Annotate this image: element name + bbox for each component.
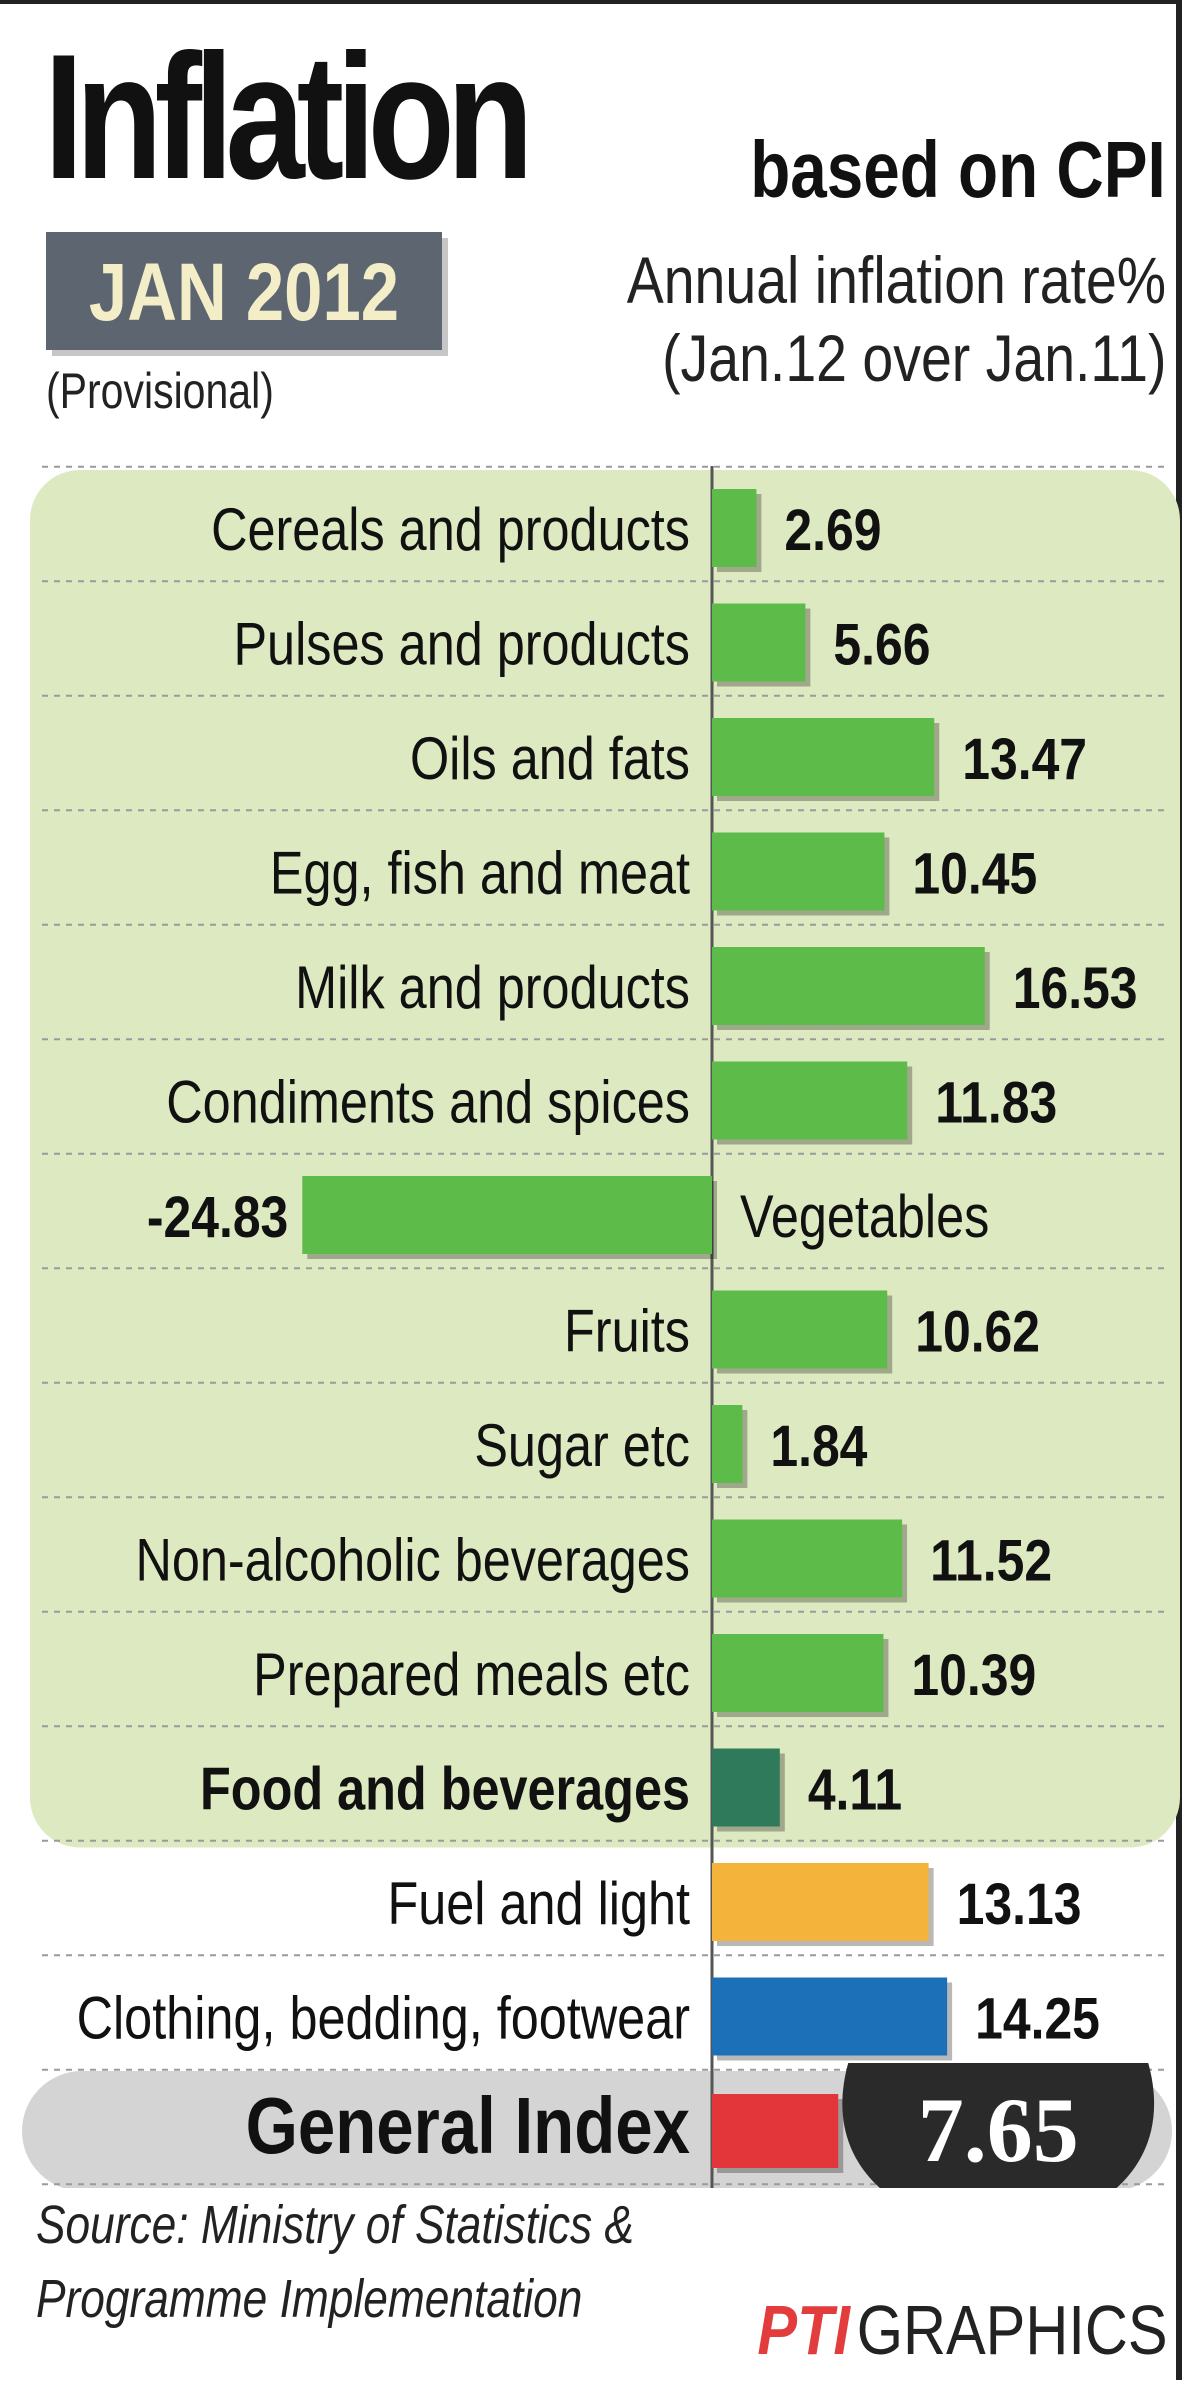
value-label: 1.84 [770, 1415, 867, 1479]
source-line-1: Source: Ministry of Statistics & [36, 2195, 634, 2255]
category-label: Milk and products [295, 954, 690, 1021]
category-label: Prepared meals etc [253, 1641, 690, 1708]
category-label: Pulses and products [233, 610, 690, 677]
bar-pulses-and-products [712, 603, 806, 682]
value-label: 11.83 [935, 1071, 1057, 1135]
value-label: 10.62 [915, 1300, 1040, 1364]
value-label: -24.83 [147, 1186, 288, 1250]
date-label: JAN 2012 [88, 247, 400, 338]
pti-logo: PTI [757, 2291, 851, 2369]
bar-condiments-and-spices [712, 1061, 908, 1140]
pti-graphics-credit: PTIGRAPHICS [758, 2290, 1168, 2370]
bar-oils-and-fats [712, 718, 935, 796]
value-label: 16.53 [1013, 957, 1138, 1021]
general-index-badge [842, 2063, 1154, 2188]
bar-prepared-meals-etc [712, 1634, 884, 1712]
bar-non-alcoholic-beverages [712, 1519, 903, 1598]
provisional-note: (Provisional) [46, 363, 274, 419]
category-label: Oils and fats [410, 725, 690, 792]
category-label: Fuel and light [387, 1870, 690, 1937]
value-label: 5.66 [833, 613, 930, 677]
bar-fruits [712, 1290, 888, 1369]
bar-food-and-beverages [712, 1748, 780, 1827]
bar-milk-and-products [712, 947, 985, 1025]
source-line-2: Programme Implementation [36, 2269, 583, 2329]
value-label: 11.52 [930, 1529, 1052, 1593]
food-group-panel [30, 470, 1180, 1848]
value-label: 7.65 [918, 2079, 1079, 2181]
rate-period: (Jan.12 over Jan.11) [661, 321, 1166, 395]
category-label: Vegetables [740, 1183, 989, 1250]
source-note: Source: Ministry of Statistics & Program… [36, 2188, 634, 2336]
bar-cereals-and-products [712, 489, 757, 567]
value-label: 13.47 [962, 728, 1087, 792]
bar-fuel-and-light [712, 1863, 929, 1941]
category-label: Food and beverages [200, 1755, 690, 1822]
bar-vegetables [302, 1176, 712, 1254]
category-label: Sugar etc [474, 1412, 690, 1479]
value-label: 10.39 [911, 1644, 1036, 1708]
value-label: 4.11 [808, 1758, 902, 1822]
category-label: Clothing, bedding, footwear [77, 1984, 690, 2051]
category-label: Condiments and spices [166, 1068, 690, 1135]
category-label: Fruits [564, 1297, 690, 1364]
bar-egg-fish-and-meat [712, 832, 885, 911]
value-label: 2.69 [784, 499, 881, 563]
value-label: 14.25 [975, 1987, 1100, 2051]
chart-subtitle: based on CPI [750, 125, 1166, 214]
bar-general-index [712, 2094, 839, 2168]
value-label: 10.45 [912, 842, 1037, 906]
bar-clothing-bedding-footwear [712, 1977, 948, 2056]
rate-description: Annual inflation rate% [626, 243, 1166, 317]
category-label: Egg, fish and meat [270, 839, 690, 906]
chart-title: Inflation [44, 17, 534, 216]
bar-sugar-etc [712, 1405, 743, 1483]
date-badge: JAN 2012 [46, 232, 442, 350]
inflation-bar-chart: Cereals and products 2.69 Pulses and produ… [22, 465, 1180, 2188]
category-label: Non-alcoholic beverages [135, 1526, 690, 1593]
category-label: General Index [246, 2080, 690, 2170]
value-label: 13.13 [957, 1873, 1082, 1937]
category-label: Cereals and products [211, 496, 690, 563]
graphics-label: GRAPHICS [857, 2291, 1168, 2369]
